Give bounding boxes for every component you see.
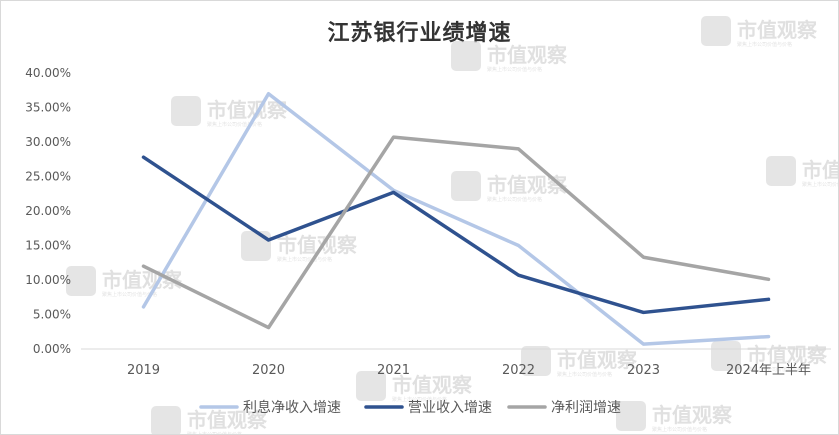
watermark-subtext: 聚焦上市公司价值与价格 — [207, 121, 262, 128]
watermark-text: 市值观察 — [802, 158, 838, 182]
watermark-subtext: 聚焦上市公司价值与价格 — [187, 431, 242, 434]
watermark-logo-icon — [171, 96, 201, 126]
x-tick-label: 2022 — [502, 363, 535, 378]
series-line-1 — [141, 91, 771, 346]
watermark-logo-icon — [451, 41, 481, 71]
y-tick-label: 15.00% — [25, 239, 71, 253]
watermark-logo-icon — [616, 401, 646, 431]
watermark-text: 市值观察 — [557, 348, 638, 372]
watermark-subtext: 聚焦上市公司价值与价格 — [102, 291, 157, 298]
chart-title: 江苏银行业绩增速 — [327, 21, 512, 46]
x-tick-label: 2019 — [127, 363, 160, 378]
watermark-subtext: 聚焦上市公司价值与价格 — [737, 41, 792, 48]
watermark-logo-icon — [766, 156, 796, 186]
watermark-logo-icon — [66, 266, 96, 296]
x-tick-label: 2021 — [377, 363, 410, 378]
watermark-text: 市值观察 — [187, 408, 268, 432]
watermark-logo-icon — [241, 231, 271, 261]
watermark-subtext: 聚焦上市公司价值与价格 — [802, 181, 838, 188]
watermark-text: 市值观察 — [487, 173, 568, 197]
y-tick-label: 20.00% — [25, 204, 71, 218]
y-tick-label: 10.00% — [25, 273, 71, 287]
series-line-3 — [141, 135, 771, 330]
watermark-text: 市值观察 — [207, 98, 288, 122]
legend-label: 利息净收入增速 — [243, 399, 341, 416]
watermark-subtext: 聚焦上市公司价值与价格 — [652, 426, 707, 433]
x-tick-label: 2020 — [252, 363, 285, 378]
watermark-text: 市值观察 — [652, 403, 733, 427]
watermark-text: 市值观察 — [392, 373, 473, 397]
y-tick-label: 40.00% — [25, 66, 71, 80]
y-tick-label: 0.00% — [33, 342, 71, 356]
watermark-logo-icon — [151, 406, 181, 434]
x-tick-label: 2024年上半年 — [726, 363, 811, 378]
y-tick-label: 35.00% — [25, 101, 71, 115]
legend-label: 营业收入增速 — [408, 400, 492, 416]
watermark-subtext: 聚焦上市公司价值与价格 — [392, 396, 447, 403]
watermark-logo-icon — [521, 346, 551, 376]
watermark-logo-icon — [356, 371, 386, 401]
watermark-subtext: 聚焦上市公司价值与价格 — [747, 366, 802, 373]
y-tick-label: 5.00% — [33, 308, 71, 322]
watermark-logo-icon — [701, 16, 731, 46]
y-tick-label: 30.00% — [25, 135, 71, 149]
watermark-subtext: 聚焦上市公司价值与价格 — [487, 196, 542, 203]
watermark-text: 市值观察 — [487, 43, 568, 67]
watermark-subtext: 聚焦上市公司价值与价格 — [277, 256, 332, 263]
legend-label: 净利润增速 — [551, 400, 621, 416]
y-tick-label: 25.00% — [25, 170, 71, 184]
watermark-text: 市值观察 — [747, 343, 828, 367]
watermark-subtext: 聚焦上市公司价值与价格 — [557, 371, 612, 378]
watermark-logo-icon — [451, 171, 481, 201]
watermark-text: 市值观察 — [737, 18, 818, 42]
series-line-2 — [141, 155, 771, 315]
watermark-subtext: 聚焦上市公司价值与价格 — [487, 66, 542, 73]
x-tick-label: 2023 — [627, 363, 660, 378]
